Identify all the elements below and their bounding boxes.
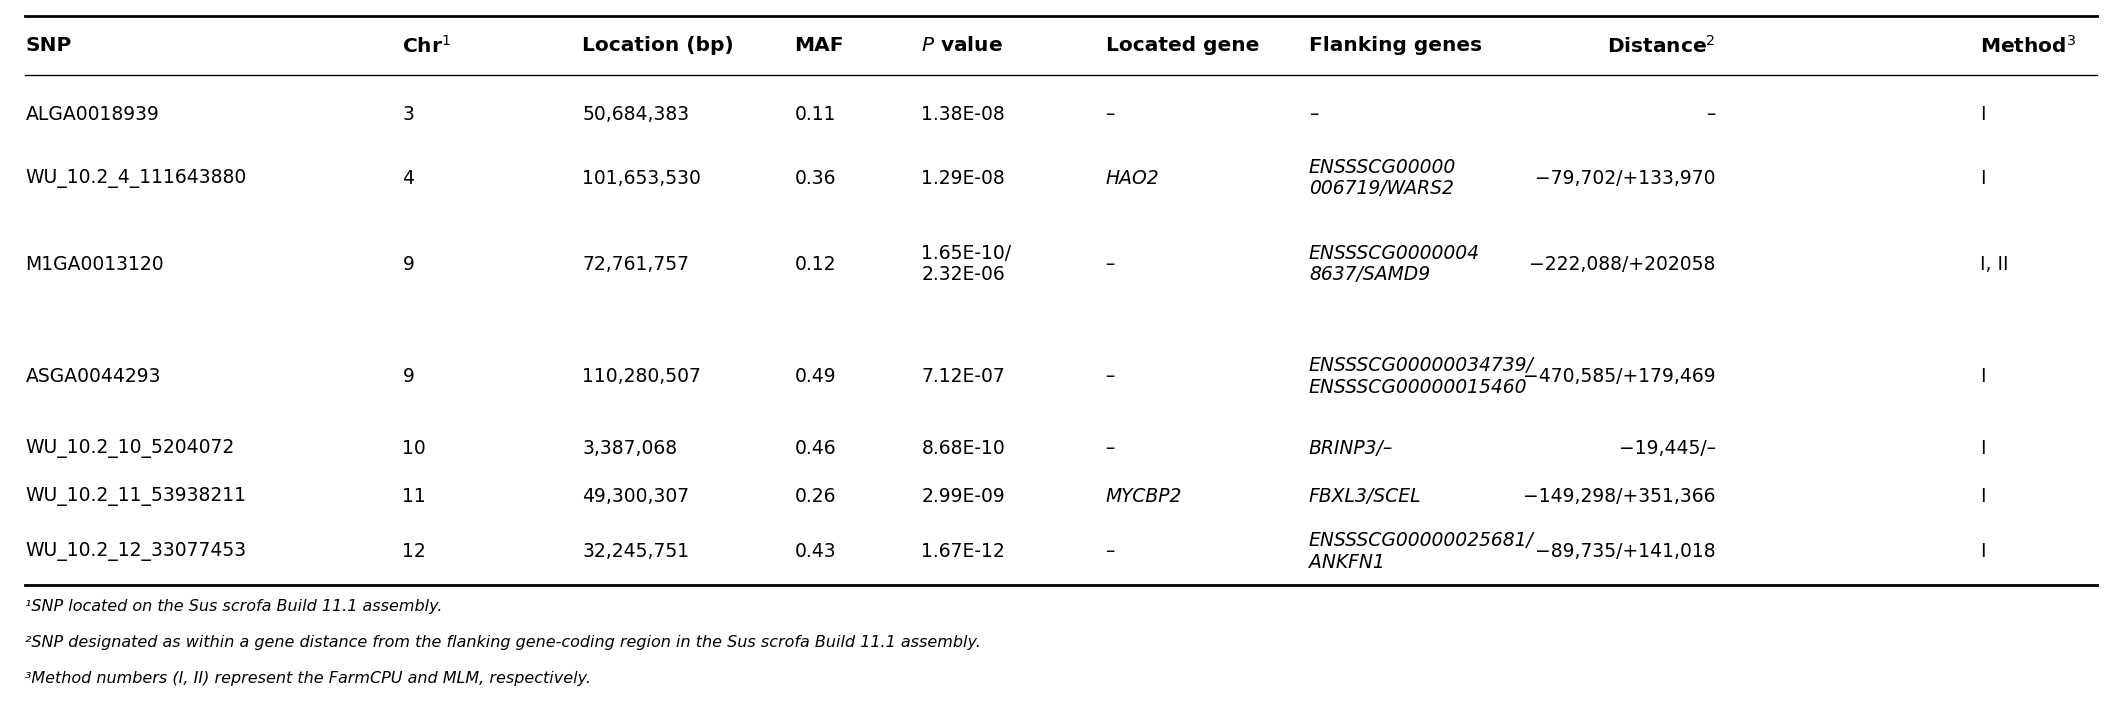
Text: $\it{P}$ value: $\it{P}$ value: [921, 37, 1004, 55]
Text: SNP: SNP: [25, 37, 72, 55]
Text: WU_10.2_12_33077453: WU_10.2_12_33077453: [25, 542, 246, 561]
Text: –: –: [1106, 367, 1114, 386]
Text: I: I: [1980, 367, 1987, 386]
Text: 101,653,530: 101,653,530: [582, 169, 701, 187]
Text: 0.11: 0.11: [794, 106, 837, 124]
Text: 1.38E-08: 1.38E-08: [921, 106, 1006, 124]
Text: 006719/WARS2: 006719/WARS2: [1309, 180, 1453, 198]
Text: ALGA0018939: ALGA0018939: [25, 106, 159, 124]
Text: 3: 3: [402, 106, 415, 124]
Text: WU_10.2_11_53938211: WU_10.2_11_53938211: [25, 488, 246, 506]
Text: WU_10.2_4_111643880: WU_10.2_4_111643880: [25, 169, 246, 187]
Text: ANKFN1: ANKFN1: [1309, 553, 1385, 572]
Text: I, II: I, II: [1980, 255, 2008, 274]
Text: 11: 11: [402, 488, 426, 506]
Text: −19,445/–: −19,445/–: [1618, 439, 1716, 458]
Text: 3,387,068: 3,387,068: [582, 439, 678, 458]
Text: ENSSSCG00000015460: ENSSSCG00000015460: [1309, 378, 1527, 396]
Text: 0.12: 0.12: [794, 255, 837, 274]
Text: 32,245,751: 32,245,751: [582, 542, 690, 561]
Text: –: –: [1106, 439, 1114, 458]
Text: −149,298/+351,366: −149,298/+351,366: [1523, 488, 1716, 506]
Text: I: I: [1980, 488, 1987, 506]
Text: 1.29E-08: 1.29E-08: [921, 169, 1006, 187]
Text: 2.32E-06: 2.32E-06: [921, 266, 1006, 284]
Text: FBXL3/SCEL: FBXL3/SCEL: [1309, 488, 1421, 506]
Text: −470,585/+179,469: −470,585/+179,469: [1523, 367, 1716, 386]
Text: ENSSSCG00000: ENSSSCG00000: [1309, 158, 1457, 177]
Text: I: I: [1980, 106, 1987, 124]
Text: I: I: [1980, 169, 1987, 187]
Text: 0.43: 0.43: [794, 542, 837, 561]
Text: Distance$^2$: Distance$^2$: [1608, 35, 1716, 57]
Text: MYCBP2: MYCBP2: [1106, 488, 1182, 506]
Text: –: –: [1106, 542, 1114, 561]
Text: ASGA0044293: ASGA0044293: [25, 367, 161, 386]
Text: –: –: [1309, 106, 1317, 124]
Text: –: –: [1707, 106, 1716, 124]
Text: 10: 10: [402, 439, 426, 458]
Text: –: –: [1106, 106, 1114, 124]
Text: 0.46: 0.46: [794, 439, 837, 458]
Text: HAO2: HAO2: [1106, 169, 1159, 187]
Text: I: I: [1980, 542, 1987, 561]
Text: Flanking genes: Flanking genes: [1309, 37, 1483, 55]
Text: 1.65E-10/: 1.65E-10/: [921, 244, 1012, 263]
Text: 0.49: 0.49: [794, 367, 837, 386]
Text: MAF: MAF: [794, 37, 843, 55]
Text: 49,300,307: 49,300,307: [582, 488, 690, 506]
Text: ¹SNP located on the Sus scrofa Build 11.1 assembly.: ¹SNP located on the Sus scrofa Build 11.…: [25, 600, 443, 614]
Text: ²SNP designated as within a gene distance from the flanking gene-coding region i: ²SNP designated as within a gene distanc…: [25, 635, 981, 650]
Text: Chr$^1$: Chr$^1$: [402, 35, 451, 57]
Text: 0.26: 0.26: [794, 488, 837, 506]
Text: 1.67E-12: 1.67E-12: [921, 542, 1006, 561]
Text: 7.12E-07: 7.12E-07: [921, 367, 1006, 386]
Text: ENSSSCG00000034739/: ENSSSCG00000034739/: [1309, 356, 1533, 375]
Text: BRINP3/–: BRINP3/–: [1309, 439, 1394, 458]
Text: Method$^3$: Method$^3$: [1980, 35, 2076, 57]
Text: I: I: [1980, 439, 1987, 458]
Text: −79,702/+133,970: −79,702/+133,970: [1536, 169, 1716, 187]
Text: −89,735/+141,018: −89,735/+141,018: [1536, 542, 1716, 561]
Text: ³Method numbers (I, II) represent the FarmCPU and MLM, respectively.: ³Method numbers (I, II) represent the Fa…: [25, 671, 591, 686]
Text: 50,684,383: 50,684,383: [582, 106, 690, 124]
Text: 110,280,507: 110,280,507: [582, 367, 701, 386]
Text: 12: 12: [402, 542, 426, 561]
Text: 0.36: 0.36: [794, 169, 837, 187]
Text: Location (bp): Location (bp): [582, 37, 735, 55]
Text: 4: 4: [402, 169, 415, 187]
Text: 2.99E-09: 2.99E-09: [921, 488, 1006, 506]
Text: ENSSSCG00000025681/: ENSSSCG00000025681/: [1309, 531, 1533, 550]
Text: ENSSSCG0000004: ENSSSCG0000004: [1309, 244, 1480, 263]
Text: 8637/SAMD9: 8637/SAMD9: [1309, 266, 1430, 284]
Text: Located gene: Located gene: [1106, 37, 1258, 55]
Text: WU_10.2_10_5204072: WU_10.2_10_5204072: [25, 439, 235, 458]
Text: 8.68E-10: 8.68E-10: [921, 439, 1006, 458]
Text: 9: 9: [402, 367, 415, 386]
Text: –: –: [1106, 255, 1114, 274]
Text: M1GA0013120: M1GA0013120: [25, 255, 163, 274]
Text: −222,088/+202058: −222,088/+202058: [1529, 255, 1716, 274]
Text: 9: 9: [402, 255, 415, 274]
Text: 72,761,757: 72,761,757: [582, 255, 690, 274]
